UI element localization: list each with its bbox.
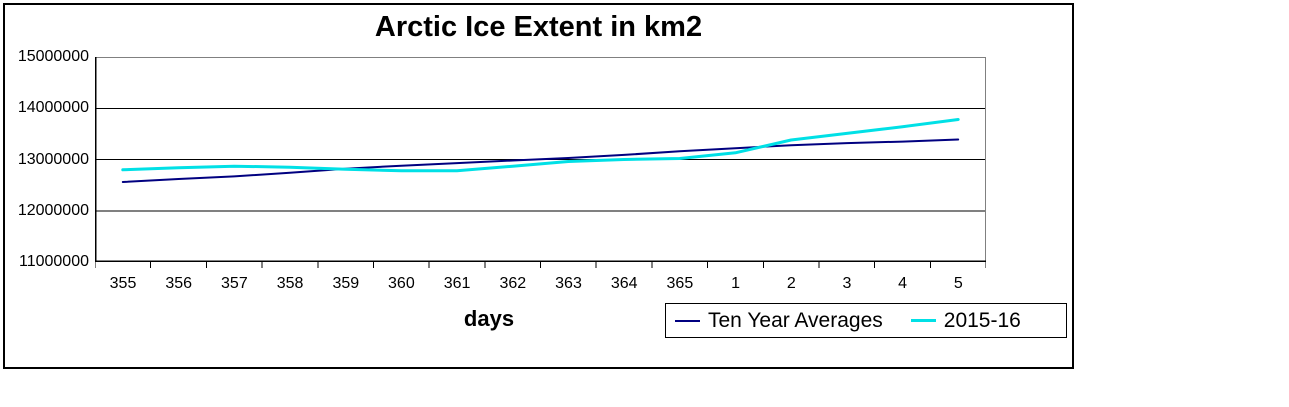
x-axis-tick-label: 356 <box>165 275 193 292</box>
x-axis-tick-label: 5 <box>953 275 963 292</box>
y-axis-tick-label: 12000000 <box>17 201 89 219</box>
y-axis-tick-label: 13000000 <box>17 150 89 168</box>
x-axis-tick-label: 2 <box>786 275 796 292</box>
legend-label-ten-year-averages: Ten Year Averages <box>708 308 883 332</box>
y-axis-tick-label: 15000000 <box>17 48 89 65</box>
x-axis-tick-label: 358 <box>276 275 304 292</box>
x-axis-tick-label: 4 <box>898 275 908 292</box>
x-axis-tick-label: 357 <box>221 275 248 292</box>
x-axis-tick-label: 361 <box>443 275 471 292</box>
legend-line-ten-year-averages-icon <box>675 319 700 322</box>
legend-line-2015-16-icon <box>910 319 936 322</box>
x-axis-tick-label: 360 <box>388 275 415 292</box>
x-axis-title: days <box>463 306 515 331</box>
x-axis-tick-label: 1 <box>731 275 741 292</box>
x-axis-tick-label: 362 <box>499 275 527 292</box>
chart-frame: Arctic Ice Extent in km2 15000000 140000… <box>3 3 1074 369</box>
y-axis-tick-label: 14000000 <box>17 99 89 117</box>
x-axis-tick-label: 364 <box>610 275 638 292</box>
x-axis-tick-label: 355 <box>109 275 137 292</box>
plot-area <box>95 57 986 268</box>
y-axis-tick-label: 11000000 <box>19 253 89 270</box>
x-axis-tick-label: 363 <box>555 275 582 292</box>
x-axis-tick-label: 365 <box>666 275 694 292</box>
legend-label-2015-16: 2015-16 <box>943 308 1021 332</box>
chart-title: Arctic Ice Extent in km2 <box>374 11 703 43</box>
x-axis-tick-label: 3 <box>842 275 852 292</box>
legend: Ten Year Averages 2015-16 <box>665 303 1067 338</box>
x-axis-tick-label: 359 <box>332 275 360 292</box>
